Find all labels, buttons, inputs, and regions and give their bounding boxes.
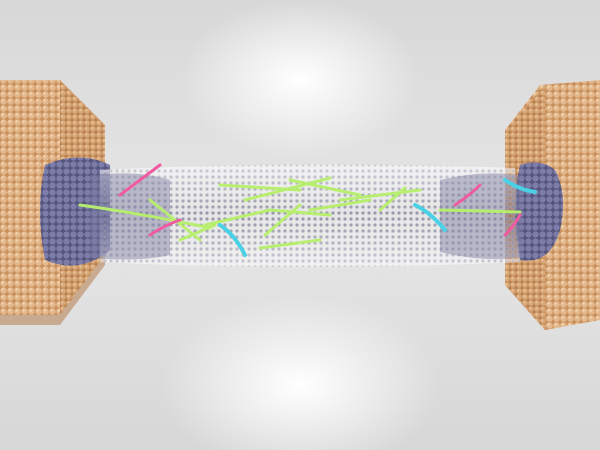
defect-lines-magenta — [118, 163, 522, 237]
defect-lines-cyan — [218, 178, 537, 257]
right-electrode — [505, 80, 600, 330]
right-interface — [515, 162, 564, 261]
left-electrode — [0, 80, 110, 325]
defect-lines-green — [78, 176, 522, 250]
left-interface — [40, 157, 110, 266]
